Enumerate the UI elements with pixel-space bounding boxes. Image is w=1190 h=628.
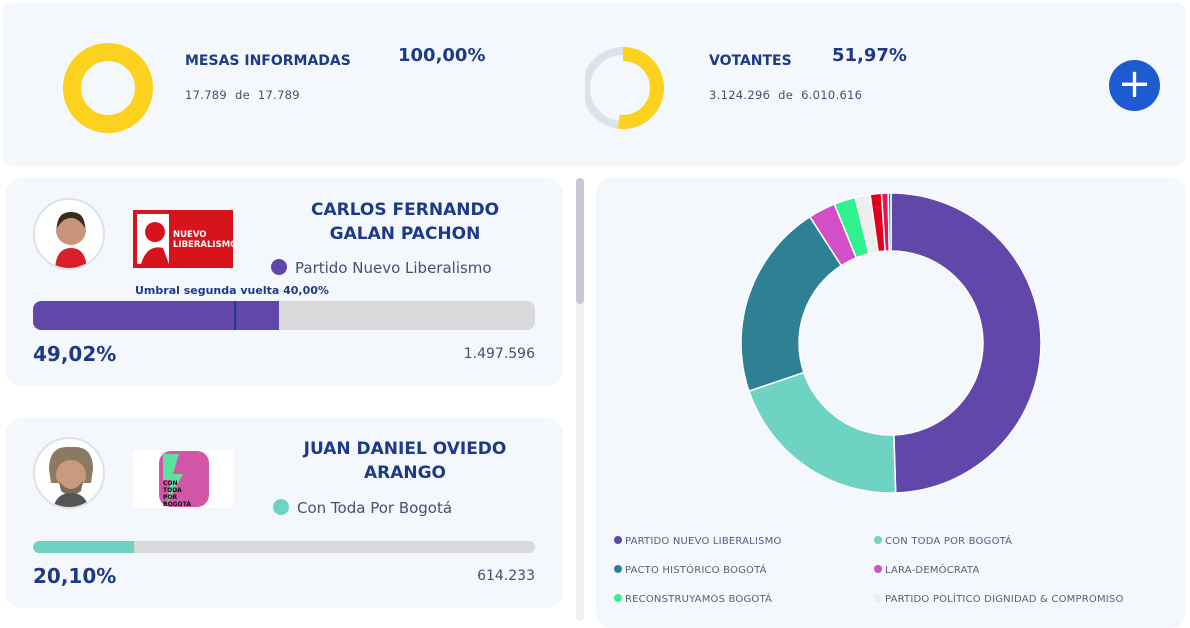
vote-share-fill bbox=[33, 541, 134, 553]
legend-label: PARTIDO POLÍTICO DIGNIDAD & COMPROMISO bbox=[885, 594, 1124, 605]
donut-slice-other-8[interactable] bbox=[887, 192, 892, 252]
summary-panel: MESAS INFORMADAS 100,00% 17.789 de 17.78… bbox=[3, 3, 1186, 166]
candidate-list-scrollbar[interactable] bbox=[576, 178, 584, 621]
legend-item[interactable]: PARTIDO NUEVO LIBERALISMO bbox=[614, 536, 782, 547]
mesas-count: 17.789 de 17.789 bbox=[185, 88, 300, 102]
legend-color-dot bbox=[874, 565, 882, 573]
candidate-percent: 49,02% bbox=[33, 342, 117, 366]
candidate-votes: 1.497.596 bbox=[463, 346, 535, 362]
votantes-count: 3.124.296 de 6.010.616 bbox=[709, 88, 863, 102]
candidate-avatar bbox=[33, 198, 105, 270]
party-logo-nuevo-liberalismo: NUEVO LIBERALISMO bbox=[133, 210, 237, 268]
legend-item[interactable]: CON TODA POR BOGOTÁ bbox=[874, 536, 1012, 547]
party-color-dot bbox=[273, 499, 289, 515]
votantes-donut bbox=[585, 47, 664, 129]
candidate-percent: 20,10% bbox=[33, 564, 117, 588]
candidate-party: Partido Nuevo Liberalismo bbox=[271, 259, 492, 277]
vote-share-bar bbox=[33, 301, 535, 330]
legend-label: RECONSTRUYAMOS BOGOTÁ bbox=[625, 594, 773, 605]
candidate-party: Con Toda Por Bogotá bbox=[273, 499, 452, 517]
results-donut-chart bbox=[740, 192, 1042, 494]
votantes-percent: 51,97% bbox=[832, 45, 907, 66]
threshold-marker bbox=[233, 301, 236, 330]
legend-label: PACTO HISTÓRICO BOGOTÁ bbox=[625, 565, 767, 576]
candidate-card[interactable]: NUEVO LIBERALISMO CARLOS FERNANDO GALAN P… bbox=[5, 178, 563, 386]
party-color-dot bbox=[271, 259, 287, 275]
legend-color-dot bbox=[874, 536, 882, 544]
legend-item[interactable]: LARA-DEMÓCRATA bbox=[874, 565, 980, 576]
candidate-avatar bbox=[33, 437, 105, 509]
legend-color-dot bbox=[614, 565, 622, 573]
mesas-percent: 100,00% bbox=[398, 45, 486, 66]
results-chart-panel: PARTIDO NUEVO LIBERALISMO CON TODA POR BO… bbox=[596, 178, 1186, 628]
donut-slice-partido-nuevo-liberalismo[interactable] bbox=[890, 192, 1042, 494]
scrollbar-thumb[interactable] bbox=[576, 178, 584, 304]
legend-color-dot bbox=[614, 536, 622, 544]
vote-share-bar bbox=[33, 541, 535, 553]
party-logo-con-toda-por-bogota: CON TODA POR BOGOTÁ bbox=[133, 450, 233, 508]
expand-plus-button[interactable]: + bbox=[1109, 60, 1160, 111]
legend-color-dot bbox=[874, 594, 882, 602]
legend-item[interactable]: PARTIDO POLÍTICO DIGNIDAD & COMPROMISO bbox=[874, 594, 1124, 605]
threshold-label: Umbral segunda vuelta 40,00% bbox=[135, 284, 329, 297]
candidate-name: CARLOS FERNANDO GALAN PACHON bbox=[310, 200, 500, 244]
mesas-label: MESAS INFORMADAS bbox=[185, 53, 351, 69]
legend-label: CON TODA POR BOGOTÁ bbox=[885, 536, 1013, 547]
mesas-donut bbox=[63, 43, 153, 133]
legend-item[interactable]: PACTO HISTÓRICO BOGOTÁ bbox=[614, 565, 767, 576]
candidate-votes: 614.233 bbox=[477, 568, 535, 584]
legend-label: LARA-DEMÓCRATA bbox=[885, 565, 980, 576]
legend-label: PARTIDO NUEVO LIBERALISMO bbox=[625, 536, 782, 547]
legend-item[interactable]: RECONSTRUYAMOS BOGOTÁ bbox=[614, 594, 772, 605]
candidate-name: JUAN DANIEL OVIEDO ARANGO bbox=[303, 439, 507, 483]
donut-slice-con-toda-por-bogot-[interactable] bbox=[747, 371, 897, 494]
candidate-card[interactable]: CON TODA POR BOGOTÁ JUAN DANIEL OVIEDO AR… bbox=[5, 418, 563, 608]
legend-color-dot bbox=[614, 594, 622, 602]
votantes-label: VOTANTES bbox=[709, 53, 792, 69]
vote-share-fill bbox=[33, 301, 280, 330]
